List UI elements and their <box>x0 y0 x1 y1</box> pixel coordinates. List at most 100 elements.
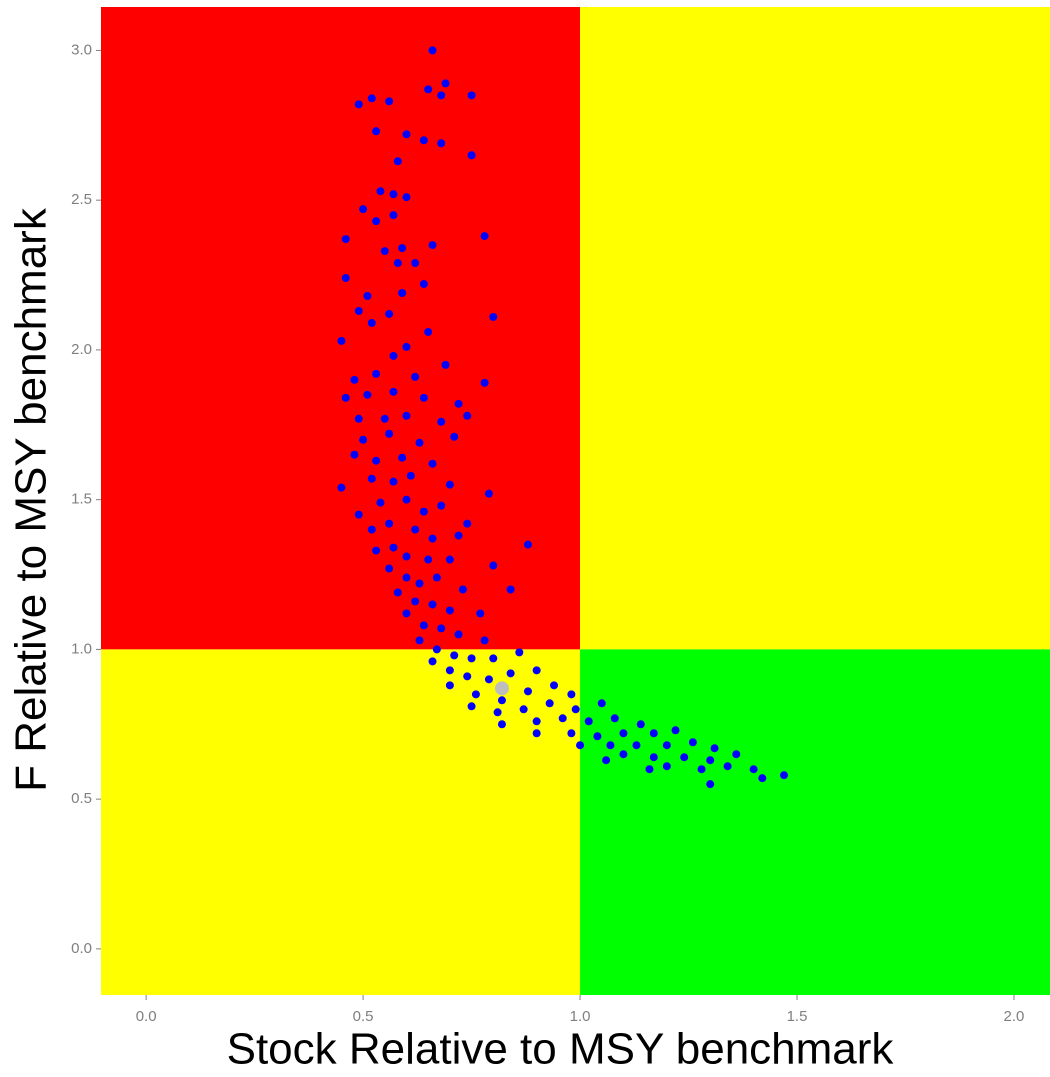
point <box>402 342 411 351</box>
y-axis-label: F Relative to MSY benchmark <box>7 207 56 792</box>
point <box>723 762 732 771</box>
y-tick-label: 2.0 <box>71 341 92 358</box>
point <box>402 609 411 618</box>
point <box>411 525 420 534</box>
point <box>458 585 467 594</box>
point <box>402 573 411 582</box>
point <box>671 726 680 735</box>
point <box>584 717 593 726</box>
x-axis-label: Stock Relative to MSY benchmark <box>227 1025 895 1074</box>
point <box>398 453 407 462</box>
point <box>467 654 476 663</box>
point <box>532 717 541 726</box>
point <box>493 708 502 717</box>
point <box>515 648 524 657</box>
point <box>610 714 619 723</box>
point <box>710 744 719 753</box>
point <box>593 732 602 741</box>
point <box>402 130 411 139</box>
point <box>380 247 389 256</box>
point <box>467 702 476 711</box>
point <box>393 157 402 166</box>
point <box>359 205 368 214</box>
point <box>467 91 476 100</box>
point <box>354 510 363 519</box>
point <box>437 417 446 426</box>
point <box>463 411 472 420</box>
point <box>649 729 658 738</box>
point <box>424 85 433 94</box>
point <box>497 696 506 705</box>
point <box>428 46 437 55</box>
point <box>411 259 420 268</box>
point <box>484 489 493 498</box>
point <box>441 360 450 369</box>
point <box>363 292 372 301</box>
point <box>428 241 437 250</box>
point <box>341 393 350 402</box>
point <box>341 235 350 244</box>
point <box>354 100 363 109</box>
point <box>372 546 381 555</box>
point <box>662 762 671 771</box>
point <box>567 690 576 699</box>
y-tick-label: 0.0 <box>71 940 92 957</box>
point <box>437 624 446 633</box>
point <box>437 501 446 510</box>
point <box>484 675 493 684</box>
point <box>398 244 407 253</box>
point <box>428 534 437 543</box>
y-tick-label: 1.5 <box>71 491 92 508</box>
point <box>645 765 654 774</box>
quadrant-yellow <box>101 649 581 995</box>
point <box>372 127 381 136</box>
point <box>428 459 437 468</box>
point <box>606 741 615 750</box>
point <box>398 289 407 298</box>
x-tick-label: 1.5 <box>787 1008 808 1025</box>
point <box>385 429 394 438</box>
point <box>480 636 489 645</box>
point <box>415 636 424 645</box>
point <box>363 390 372 399</box>
point <box>619 729 628 738</box>
point <box>393 259 402 268</box>
point <box>519 705 528 714</box>
point <box>523 687 532 696</box>
point <box>415 579 424 588</box>
point <box>688 738 697 747</box>
point <box>385 97 394 106</box>
point <box>450 432 459 441</box>
point <box>389 190 398 199</box>
point <box>506 585 515 594</box>
quadrant-red <box>101 7 581 650</box>
point <box>389 477 398 486</box>
point <box>489 312 498 321</box>
point <box>354 306 363 315</box>
point <box>480 378 489 387</box>
point <box>424 327 433 336</box>
point <box>389 351 398 360</box>
point <box>350 375 359 384</box>
point <box>732 750 741 759</box>
point <box>415 438 424 447</box>
point <box>706 780 715 789</box>
y-tick-label: 0.5 <box>71 790 92 807</box>
y-tick-label: 2.5 <box>71 191 92 208</box>
point <box>354 414 363 423</box>
point <box>367 94 376 103</box>
point <box>467 151 476 160</box>
point <box>367 525 376 534</box>
point <box>494 681 509 696</box>
point <box>680 753 689 762</box>
x-tick-label: 2.0 <box>1004 1008 1025 1025</box>
point <box>476 609 485 618</box>
point <box>445 480 454 489</box>
point <box>445 666 454 675</box>
point <box>497 720 506 729</box>
point <box>780 771 789 780</box>
point <box>602 756 611 765</box>
point <box>454 531 463 540</box>
point <box>428 657 437 666</box>
